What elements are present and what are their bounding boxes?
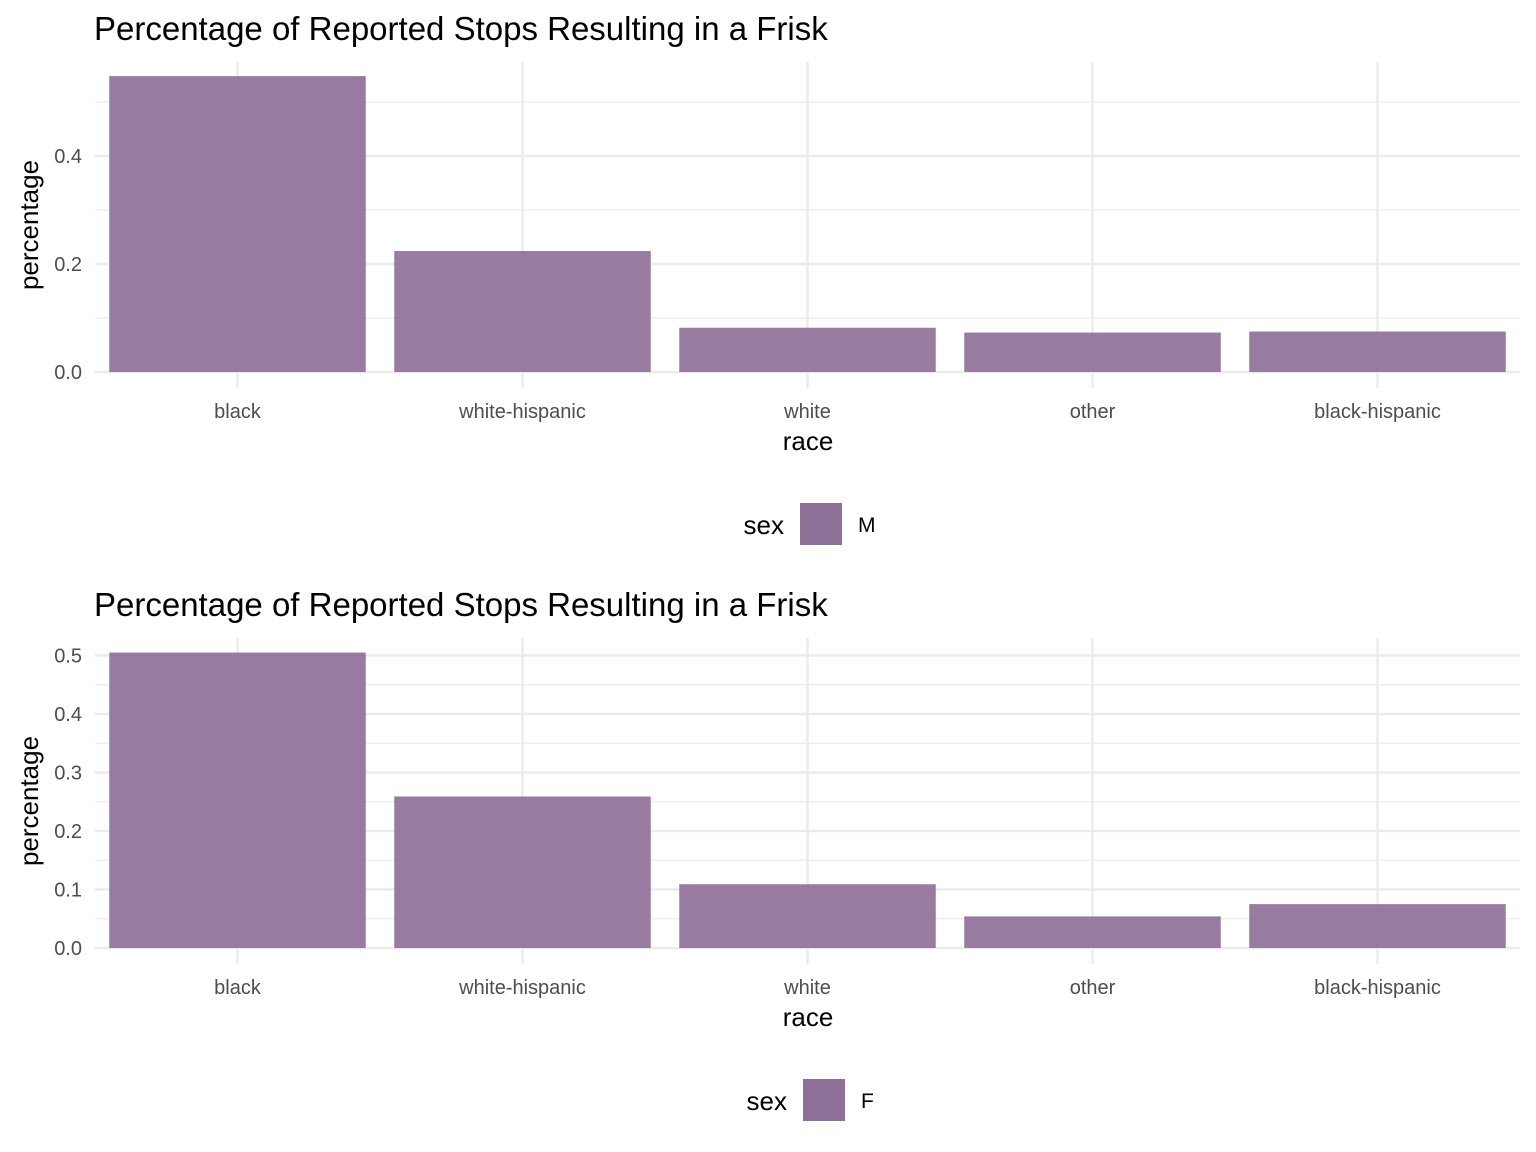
x-axis-ticks: black white-hispanic white other black-hispa… — [214, 977, 1441, 999]
chart-panel-male: Percentage of Reported Stops Resulting i… — [14, 10, 1520, 545]
x-tick-label: other — [1070, 401, 1116, 423]
y-axis-title: percentage — [14, 160, 44, 290]
legend-key — [803, 1079, 845, 1121]
x-tick-label: white — [783, 977, 831, 999]
bar-black — [109, 76, 366, 372]
y-axis-title: percentage — [14, 736, 44, 866]
x-tick-label: white — [783, 401, 831, 423]
x-tick-label: black-hispanic — [1314, 977, 1441, 999]
bar-other — [964, 332, 1221, 372]
x-axis-title: race — [783, 426, 834, 456]
x-tick-label: black — [214, 977, 262, 999]
y-tick-label: 0.0 — [54, 362, 82, 384]
y-tick-label: 0.4 — [54, 146, 82, 168]
bars — [109, 76, 1506, 372]
y-tick-label: 0.5 — [54, 646, 82, 668]
bar-other — [964, 916, 1221, 948]
bar-black-hispanic — [1249, 904, 1506, 948]
y-tick-label: 0.3 — [54, 763, 82, 785]
legend: sex M — [744, 503, 876, 545]
chart-title: Percentage of Reported Stops Resulting i… — [94, 586, 828, 623]
x-tick-label: white-hispanic — [458, 977, 586, 999]
legend-key — [800, 503, 842, 545]
x-tick-label: black — [214, 401, 262, 423]
legend-title: sex — [747, 1086, 787, 1116]
x-axis-title: race — [783, 1002, 834, 1032]
bars — [109, 652, 1506, 948]
y-tick-label: 0.4 — [54, 704, 82, 726]
legend-title: sex — [744, 510, 784, 540]
bar-black — [109, 652, 366, 948]
chart-panel-female: Percentage of Reported Stops Resulting i… — [14, 586, 1520, 1121]
x-axis-ticks: black white-hispanic white other black-hispa… — [214, 401, 1441, 423]
y-tick-label: 0.2 — [54, 821, 82, 843]
y-tick-label: 0.0 — [54, 938, 82, 960]
bar-white-hispanic — [394, 796, 651, 948]
y-axis-ticks: 0.0 0.2 0.4 — [54, 146, 82, 384]
x-tick-label: white-hispanic — [458, 401, 586, 423]
y-axis-ticks: 0.0 0.1 0.2 0.3 0.4 0.5 — [54, 646, 82, 961]
legend-label: M — [858, 514, 876, 537]
bar-white — [679, 327, 936, 372]
legend-label: F — [861, 1090, 874, 1113]
x-tick-label: other — [1070, 977, 1116, 999]
chart-title: Percentage of Reported Stops Resulting i… — [94, 10, 828, 47]
bar-black-hispanic — [1249, 331, 1506, 372]
y-tick-label: 0.2 — [54, 254, 82, 276]
bar-white-hispanic — [394, 251, 651, 372]
y-tick-label: 0.1 — [54, 880, 82, 902]
bar-white — [679, 884, 936, 948]
legend: sex F — [747, 1079, 874, 1121]
x-tick-label: black-hispanic — [1314, 401, 1441, 423]
